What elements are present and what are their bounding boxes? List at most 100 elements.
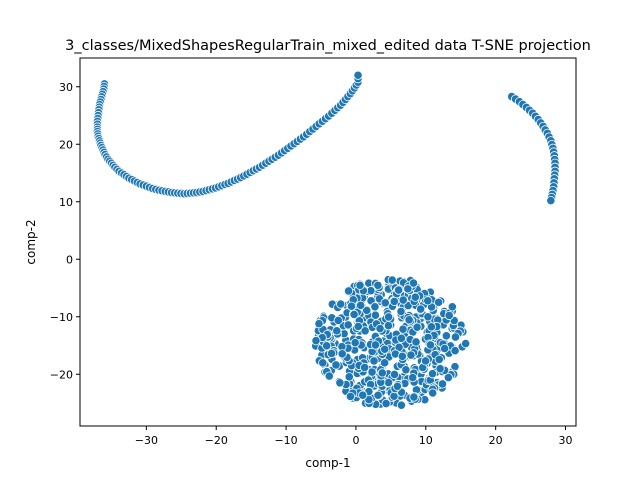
data-point: [380, 298, 390, 308]
data-point: [427, 369, 438, 379]
data-point: [370, 302, 380, 312]
y-tick-label: 20: [59, 138, 73, 151]
data-point: [447, 302, 457, 312]
data-point: [403, 284, 413, 294]
x-tick-label: 0: [352, 434, 359, 447]
plot-frame: [79, 57, 577, 427]
data-point: [398, 324, 408, 334]
data-point: [389, 296, 399, 306]
data-point: [383, 312, 394, 322]
x-tick-label: 30: [559, 434, 573, 447]
x-tick-label: 20: [489, 434, 503, 447]
data-point: [461, 338, 471, 349]
data-point: [360, 326, 370, 336]
data-point: [324, 371, 334, 381]
data-point: [450, 346, 460, 356]
data-point: [344, 286, 354, 296]
y-axis-label: comp-2: [24, 219, 38, 264]
data-point: [367, 367, 377, 377]
data-point: [423, 312, 433, 322]
data-point: [444, 310, 454, 321]
data-point: [441, 331, 451, 341]
data-point: [404, 315, 414, 325]
y-tick-label: 30: [59, 81, 73, 94]
data-point: [360, 362, 370, 372]
data-point: [381, 398, 391, 409]
data-point: [362, 305, 372, 315]
data-point: [344, 372, 354, 382]
data-point: [396, 333, 406, 343]
data-point: [335, 378, 345, 388]
data-point: [356, 300, 366, 310]
data-point: [409, 392, 419, 402]
x-axis-label: comp-1: [305, 456, 350, 470]
data-point: [314, 319, 324, 329]
data-point: [410, 292, 420, 302]
data-point: [350, 338, 360, 348]
data-point: [383, 377, 394, 388]
data-point: [389, 391, 399, 401]
data-point: [423, 296, 433, 306]
data-point: [383, 321, 394, 331]
data-point: [435, 364, 445, 374]
data-point: [331, 360, 341, 370]
data-point: [428, 388, 438, 398]
data-point: [353, 321, 363, 332]
data-point: [426, 322, 436, 332]
data-point: [355, 280, 365, 290]
data-point: [358, 390, 368, 400]
data-point: [408, 278, 419, 288]
data-point: [443, 372, 453, 383]
data-point: [369, 356, 379, 366]
y-tick-label: −10: [50, 311, 73, 324]
data-point: [396, 400, 407, 410]
data-point: [332, 326, 342, 336]
x-axis: −30 −20 −10 0 10 20 30: [135, 426, 573, 447]
data-point: [406, 350, 416, 360]
data-point: [380, 344, 390, 354]
x-tick-label: −20: [205, 434, 228, 447]
chart-title: 3_classes/MixedShapesRegularTrain_mixed_…: [65, 38, 591, 54]
data-point: [401, 365, 411, 375]
data-point: [337, 349, 347, 359]
data-point: [389, 369, 400, 380]
data-point: [420, 356, 431, 366]
y-tick-label: −20: [50, 368, 73, 381]
x-tick-label: 10: [419, 434, 433, 447]
data-point: [437, 379, 448, 389]
data-point: [349, 309, 359, 319]
data-point: [343, 320, 353, 330]
data-point: [370, 340, 381, 350]
points-layer: [92, 70, 560, 410]
data-point: [353, 70, 363, 80]
data-point: [398, 295, 408, 305]
data-point: [318, 358, 328, 368]
data-point: [394, 285, 404, 295]
data-point: [333, 315, 343, 325]
data-point: [346, 301, 357, 311]
data-point: [326, 348, 337, 359]
data-point: [450, 332, 461, 342]
y-axis: −20 −10 0 10 20 30: [50, 81, 80, 381]
data-point: [345, 391, 356, 402]
data-point: [425, 340, 436, 350]
data-point: [336, 299, 346, 309]
data-point: [387, 275, 397, 285]
data-point: [397, 351, 407, 361]
data-point: [433, 297, 444, 307]
data-point: [311, 336, 321, 346]
data-point: [375, 324, 385, 334]
y-tick-label: 0: [66, 253, 73, 266]
data-point: [408, 372, 418, 383]
data-point: [377, 368, 387, 378]
data-point: [434, 354, 444, 365]
x-tick-label: −30: [135, 434, 158, 447]
data-point: [412, 322, 422, 332]
data-point: [416, 304, 426, 314]
data-point: [546, 196, 556, 206]
data-point: [373, 390, 383, 400]
data-point: [322, 341, 332, 351]
data-point: [411, 337, 421, 347]
